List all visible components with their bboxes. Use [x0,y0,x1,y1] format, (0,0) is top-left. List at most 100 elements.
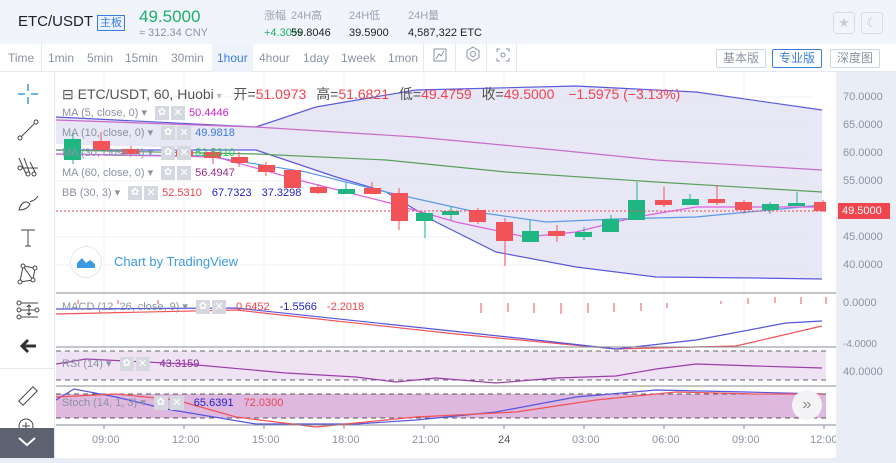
tab-time[interactable]: Time [8,51,35,65]
close-icon[interactable]: ✕ [171,106,185,121]
board-badge: 主板 [97,15,125,31]
gear-icon[interactable]: ✿ [161,146,176,161]
theme-toggle-button[interactable]: ☾ [861,12,883,34]
close-icon[interactable]: ✕ [177,146,192,161]
gear-icon[interactable]: ✿ [161,126,176,141]
ruler-icon [18,386,38,406]
pitchfork-tool[interactable] [14,152,42,180]
gear-icon[interactable]: ✿ [195,300,210,315]
pattern-icon [17,263,38,285]
gear-icon[interactable]: ✿ [119,357,134,372]
settings-button[interactable] [461,44,485,72]
time-axis-label: 18:00 [332,434,360,446]
fib-icon [16,300,40,320]
fullscreen-button[interactable] [491,44,515,72]
legend-ma60[interactable]: MA (60, close, 0) ▾ ✿ ✕ 56.4947 [62,166,235,181]
settings-icon [466,46,480,62]
scroll-to-latest-button[interactable]: » [792,390,822,420]
chevron-down-icon [18,437,36,447]
back-button[interactable] [14,332,42,360]
price-axis-label: 45.0000 [843,231,883,243]
gear-icon[interactable]: ✿ [128,186,143,201]
tab-1week[interactable]: 1week [341,51,376,65]
price-chart-canvas[interactable] [56,72,836,458]
time-axis-label: 09:00 [732,434,760,446]
time-axis-label: 09:00 [92,434,120,446]
moon-icon: ☾ [866,15,878,30]
cny-price: ≈ 312.34 CNY [139,27,209,39]
tab-5min[interactable]: 5min [87,51,114,65]
gear-icon[interactable]: ✿ [155,106,169,121]
gear-icon[interactable]: ✿ [161,166,176,181]
collapse-toolbar-button[interactable] [0,428,54,458]
double-chevron-right-icon: » [802,396,812,413]
crosshair-tool[interactable] [14,80,42,108]
close-icon[interactable]: ✕ [135,357,150,372]
macd-axis-label: -4.0000 [843,339,877,350]
brush-tool[interactable] [14,188,42,216]
price-axis-label: 55.0000 [843,175,883,187]
tab-15min[interactable]: 15min [125,51,158,65]
tab-1mon[interactable]: 1mon [388,51,419,65]
tab-30min[interactable]: 30min [171,51,204,65]
divider [486,44,487,72]
tradingview-watermark[interactable]: Chart by TradingView [114,254,239,269]
time-axis-label: 12:00 [172,434,200,446]
indicator-button[interactable] [428,44,452,72]
text-icon [21,229,35,247]
tab-1hour[interactable]: 1hour [212,44,253,72]
legend-ma10[interactable]: MA (10, close, 0) ▾ ✿ ✕ 49.9818 [62,126,235,141]
favorite-button[interactable]: ★ [833,12,855,34]
pair-name: ETC/USDT [18,13,93,30]
close-icon[interactable]: ✕ [169,396,184,411]
stat-change: 涨幅 +4.30% [264,10,302,39]
time-axis-label: 15:00 [252,434,280,446]
basic-view-button[interactable]: 基本版 [716,49,767,68]
drawing-toolbar [0,72,55,458]
chart-title[interactable]: ⊟ ETC/USDT, 60, Huobi ▾ 开=51.0973 高=51.6… [62,86,681,102]
price-axis-label: 65.0000 [843,119,883,131]
trendline-tool[interactable] [14,116,42,144]
stat-volume: 24H量 4,587,322 ETC [408,10,482,39]
divider [516,44,517,72]
divider [0,368,54,369]
legend-ma5[interactable]: MA (5, close, 0) ▾ ✿ ✕ 50.4446 [62,106,229,121]
close-icon[interactable]: ✕ [177,126,192,141]
legend-ma30[interactable]: MA (30, close, 0) ▾ ✿ ✕ 52.5310 [62,146,235,161]
close-icon[interactable]: ✕ [144,186,159,201]
tradingview-logo[interactable] [70,246,102,278]
current-price-tag: 49.5000 [838,203,890,219]
pattern-tool[interactable] [14,260,42,288]
tab-1day[interactable]: 1day [303,51,330,65]
text-tool[interactable] [14,224,42,252]
depth-view-button[interactable]: 深度图 [830,49,881,68]
crosshair-icon [18,84,38,104]
time-axis-label: 24 [498,434,511,446]
legend-stoch[interactable]: Stoch (14, 1, 3) ▾ ✿ ✕ 65.6391 72.0300 [62,396,284,411]
price-axis-label: 60.0000 [843,147,883,159]
pro-view-button[interactable]: 专业版 [772,49,823,68]
time-axis-label: 12:00 [810,434,836,446]
stat-high: 24H高 59.8046 [291,10,331,39]
divider [41,44,42,72]
legend-bb[interactable]: BB (30, 3) ▾ ✿ ✕ 52.5310 67.7323 37.3298 [62,186,302,201]
fib-tool[interactable] [14,296,42,324]
time-axis-label: 03:00 [572,434,600,446]
star-icon: ★ [838,15,850,30]
legend-rsi[interactable]: RSI (14) ▾ ✿ ✕ 43.3159 [62,357,200,372]
divider [455,44,456,72]
collapse-icon[interactable]: ⊟ [62,86,74,102]
rsi-axis-label: 40.0000 [843,366,883,378]
close-icon[interactable]: ✕ [211,300,226,315]
indicator-icon [433,48,447,62]
fullscreen-icon [496,48,510,62]
gear-icon[interactable]: ✿ [153,396,168,411]
legend-macd[interactable]: MACD (12, 26, close, 9) ▾ ✿ ✕ 0.6452 -1.5566… [62,300,365,315]
divider [423,44,424,72]
ticker-header: ETC/USDT 主板 49.5000 ≈ 312.34 CNY 涨幅 +4.3… [0,0,896,44]
tab-4hour[interactable]: 4hour [259,51,290,65]
brush-icon [18,195,39,211]
tab-1min[interactable]: 1min [48,51,75,65]
close-icon[interactable]: ✕ [177,166,192,181]
ruler-tool[interactable] [14,382,42,410]
